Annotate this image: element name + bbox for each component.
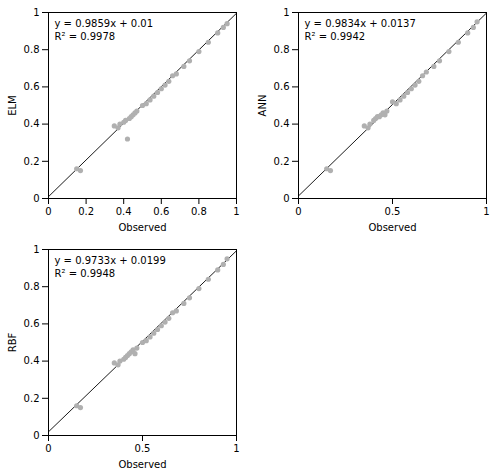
svg-text:0.6: 0.6: [24, 318, 40, 329]
svg-text:0.2: 0.2: [24, 156, 40, 167]
svg-text:0: 0: [45, 206, 51, 217]
svg-text:0.4: 0.4: [274, 118, 290, 129]
svg-text:1: 1: [283, 7, 289, 18]
svg-text:0: 0: [283, 193, 289, 204]
svg-text:0.2: 0.2: [274, 156, 290, 167]
svg-text:ANN: ANN: [257, 95, 268, 117]
svg-text:Observed: Observed: [118, 458, 166, 469]
svg-text:0.4: 0.4: [24, 355, 40, 366]
svg-text:0: 0: [33, 193, 39, 204]
svg-text:0.6: 0.6: [274, 81, 290, 92]
svg-text:1: 1: [483, 206, 489, 217]
svg-text:0: 0: [33, 429, 39, 440]
svg-text:0.6: 0.6: [153, 206, 169, 217]
svg-text:0.5: 0.5: [385, 206, 401, 217]
svg-text:y = 0.9859x + 0.01R² = 0.9978: y = 0.9859x + 0.01R² = 0.9978: [55, 18, 154, 42]
svg-text:0: 0: [295, 206, 301, 217]
svg-text:0.8: 0.8: [24, 44, 40, 55]
svg-text:1: 1: [33, 243, 39, 254]
svg-text:1: 1: [233, 206, 239, 217]
svg-text:ELM: ELM: [7, 95, 18, 116]
svg-text:0.5: 0.5: [135, 442, 151, 453]
svg-text:y = 0.9834x + 0.0137R² = 0.994: y = 0.9834x + 0.0137R² = 0.9942: [305, 18, 416, 42]
svg-text:Observed: Observed: [368, 222, 416, 233]
svg-text:0: 0: [45, 442, 51, 453]
svg-text:Observed: Observed: [118, 222, 166, 233]
svg-text:y = 0.9733x + 0.0199R² = 0.994: y = 0.9733x + 0.0199R² = 0.9948: [55, 254, 166, 278]
svg-text:1: 1: [233, 442, 239, 453]
svg-text:0.2: 0.2: [24, 392, 40, 403]
svg-text:0.4: 0.4: [116, 206, 132, 217]
svg-text:0.2: 0.2: [78, 206, 94, 217]
svg-text:RBF: RBF: [7, 332, 18, 352]
svg-text:1: 1: [33, 7, 39, 18]
svg-text:0.8: 0.8: [191, 206, 207, 217]
svg-text:0.8: 0.8: [24, 280, 40, 291]
svg-text:0.6: 0.6: [24, 81, 40, 92]
svg-text:0.4: 0.4: [24, 118, 40, 129]
svg-text:0.8: 0.8: [274, 44, 290, 55]
